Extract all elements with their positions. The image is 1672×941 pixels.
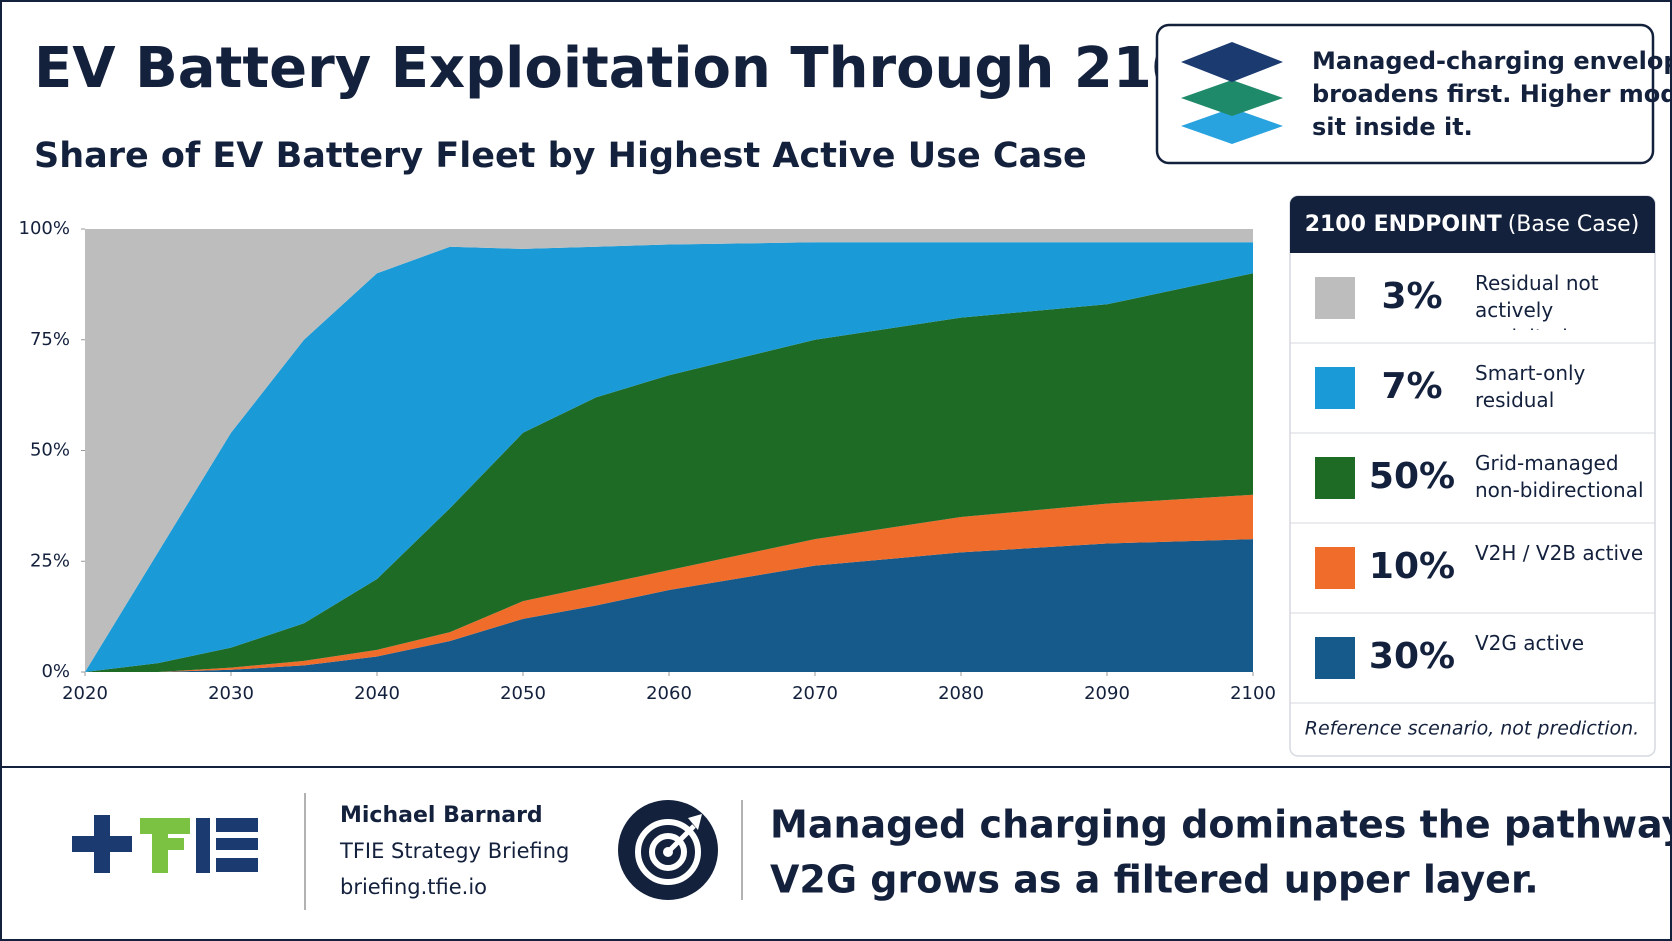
y-tick-label: 100% [19,218,70,239]
x-tick-label: 2080 [938,683,984,704]
legend-label-box: Grid-managed non-bidirectional [1475,451,1644,502]
url[interactable]: briefing.tfie.io [340,875,487,899]
target-icon [618,800,718,900]
author: Michael Barnard [340,803,543,828]
callout-line: broadens first. Higher modes [1312,80,1672,108]
legend-label: Smart-only residual [1475,361,1586,412]
endpoint-share: 10% [1369,546,1455,587]
x-tick-label: 2050 [500,683,546,704]
panel-title-note: (Base Case) [1508,212,1640,237]
x-tick-label: 2030 [208,683,254,704]
legend-swatch [1315,277,1355,319]
logo [72,815,258,873]
panel-rows: 3% Residual not actively exploited 7% Smart… [1290,271,1655,704]
area [85,242,1253,673]
x-tick-label: 2090 [1084,683,1130,704]
x-tick-label: 2060 [646,683,692,704]
plot: 0% 25% 50% 75% 100% 2020 2030 2040 2050 2060 2070 2… [19,218,1276,704]
x-tick-label: 2100 [1230,683,1276,704]
legend-label: Residual not actively exploited [1475,271,1599,330]
legend-label-box: Residual not actively exploited [1475,271,1599,330]
endpoint-share: 7% [1381,366,1442,407]
area [85,494,1253,672]
legend-label: V2G active [1475,631,1585,655]
headline: V2G grows as a filtered upper layer. [770,858,1539,902]
legend-swatch [1315,457,1355,499]
y-tick-label: 50% [30,440,70,461]
legend-swatch [1315,367,1355,409]
endpoint-share: 30% [1369,636,1455,677]
org: TFIE Strategy Briefing [339,839,569,863]
panel-title: 2100 ENDPOINT (Base Case) [1305,212,1640,237]
subtitle: Share of EV Battery Fleet by Highest Act… [34,136,1087,176]
panel-note: Reference scenario, not prediction. [1305,718,1639,740]
x-tick-label: 2020 [62,683,108,704]
endpoint-share: 3% [1381,276,1442,317]
legend-swatch [1315,637,1355,679]
headline: Managed charging dominates the pathway. [770,803,1672,847]
legend-label: Grid-managed non-bidirectional [1475,451,1644,502]
title: EV Battery Exploitation Through 2100 [34,36,1230,101]
callout-line: Managed-charging envelope [1312,47,1672,75]
y-tick-label: 0% [41,661,70,682]
area [85,539,1253,672]
endpoint-share: 50% [1369,456,1455,497]
callout-box [1155,23,1655,165]
legend-label-box: Smart-only residual [1475,361,1586,412]
legend-label: V2H / V2B active [1475,541,1644,565]
panel-header [1290,196,1655,253]
y-tick-label: 25% [30,550,70,571]
x-tick-label: 2070 [792,683,838,704]
x-tick-label: 2040 [354,683,400,704]
area [85,273,1253,672]
legend-swatch [1315,547,1355,589]
legend-label-box: V2H / V2B active [1475,541,1644,565]
layers-icon [1181,42,1283,144]
panel-title-main: 2100 ENDPOINT [1305,212,1502,237]
y-tick-label: 75% [30,329,70,350]
legend-label-box: V2G active [1475,631,1585,655]
area [85,229,1253,672]
callout-line: sit inside it. [1312,113,1473,141]
